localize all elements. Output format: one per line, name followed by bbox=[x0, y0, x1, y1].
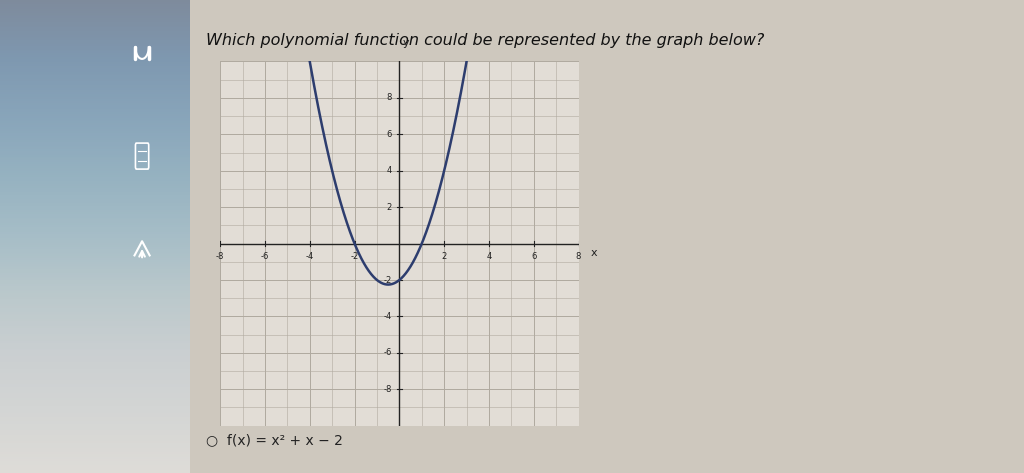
Text: -6: -6 bbox=[383, 348, 391, 358]
Text: 8: 8 bbox=[575, 252, 582, 261]
Text: 8: 8 bbox=[386, 93, 391, 103]
Text: Which polynomial function could be represented by the graph below?: Which polynomial function could be repre… bbox=[206, 33, 765, 48]
Text: 2: 2 bbox=[386, 202, 391, 212]
Text: 6: 6 bbox=[386, 130, 391, 139]
Text: 4: 4 bbox=[486, 252, 492, 261]
Text: -8: -8 bbox=[216, 252, 224, 261]
Text: 6: 6 bbox=[531, 252, 537, 261]
Text: -4: -4 bbox=[383, 312, 391, 321]
Text: ○  f(x) = x² + x − 2: ○ f(x) = x² + x − 2 bbox=[206, 433, 343, 447]
Text: -2: -2 bbox=[350, 252, 358, 261]
Text: 4: 4 bbox=[386, 166, 391, 175]
Text: -8: -8 bbox=[383, 385, 391, 394]
Text: -4: -4 bbox=[305, 252, 314, 261]
Text: x: x bbox=[591, 248, 598, 258]
Text: -2: -2 bbox=[383, 275, 391, 285]
Text: 2: 2 bbox=[441, 252, 446, 261]
Text: y: y bbox=[402, 38, 410, 48]
Text: -6: -6 bbox=[261, 252, 269, 261]
